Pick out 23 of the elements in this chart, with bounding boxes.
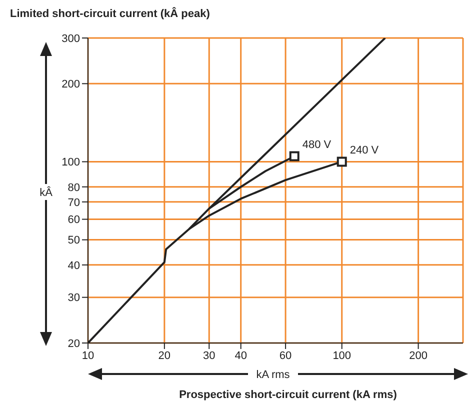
y-tick-label: 50 [68,234,80,247]
x-tick-label: 200 [409,350,428,362]
x-axis-title: Prospective short-circuit current (kA rms) [179,389,398,401]
y-tick-label: 300 [62,32,80,45]
y-tick-label: 70 [68,196,80,209]
text: kA rms [256,369,290,381]
annotation: 240 V [350,144,380,157]
text: kÂ [40,186,54,199]
y-tick-label: 20 [68,338,80,350]
x-tick-label: 60 [279,350,292,362]
x-tick-label: 100 [332,350,352,362]
y-tick-label: 40 [68,260,80,272]
x-tick-label: 20 [158,350,171,362]
y-tick-label: 30 [68,292,80,304]
y-axis-title: Limited short-circuit current (kÂ peak) [10,8,210,20]
annotation: 480 V [302,139,332,152]
y-tick-label: 80 [68,182,80,194]
x-tick-label: 40 [234,350,247,362]
y-tick-label: 200 [62,78,80,91]
x-tick-label: 10 [82,350,94,362]
x-tick-label: 30 [203,350,216,362]
y-tick-label: 60 [68,214,80,226]
y-tick-label: 100 [62,156,80,169]
